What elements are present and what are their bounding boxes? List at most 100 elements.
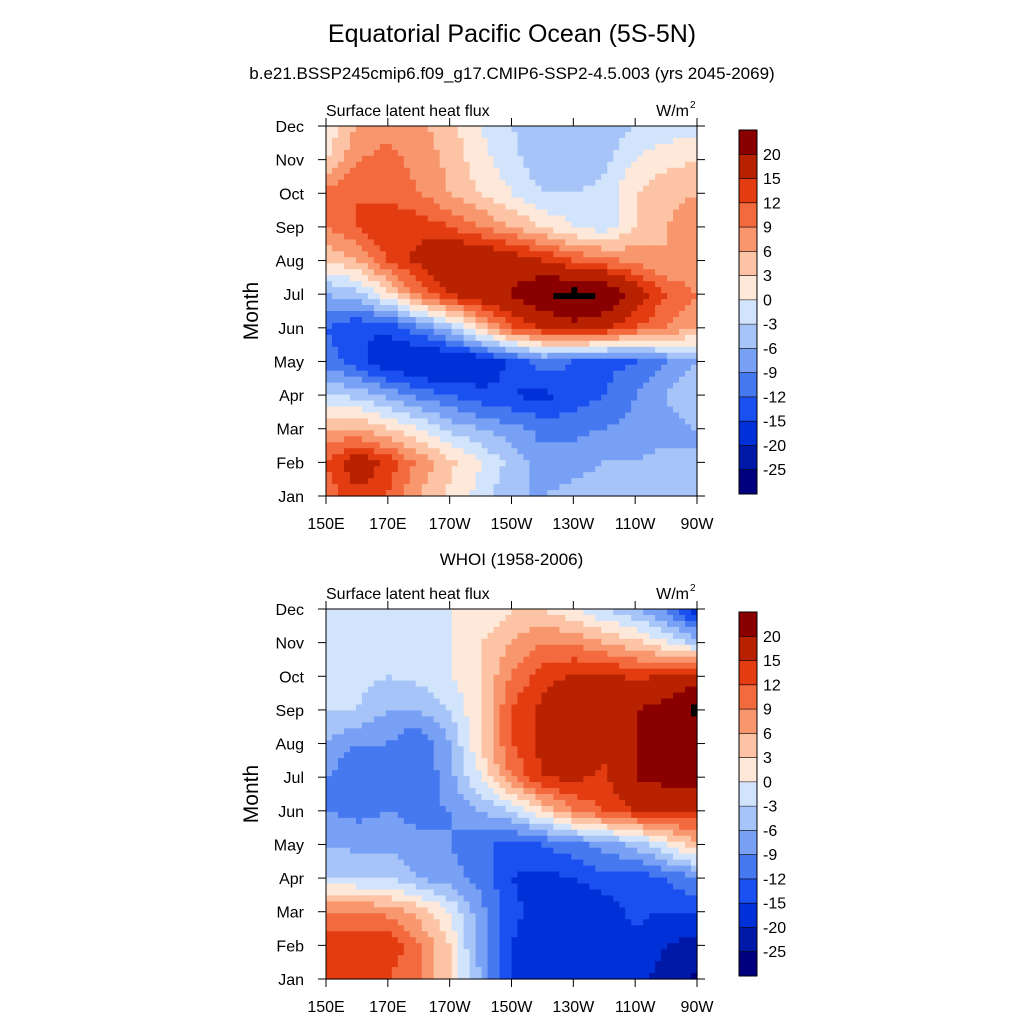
heatmap-cell	[427, 221, 435, 229]
heatmap-cell	[385, 155, 393, 163]
heatmap-cell	[517, 257, 525, 264]
heatmap-cell	[667, 328, 674, 336]
heatmap-cell	[679, 442, 686, 449]
heatmap-cell	[457, 614, 465, 622]
heatmap-cell	[367, 418, 375, 425]
heatmap-cell	[649, 299, 656, 306]
heatmap-cell	[607, 352, 614, 360]
heatmap-cell	[469, 406, 477, 414]
heatmap-cell	[625, 430, 632, 437]
heatmap-cell	[691, 233, 698, 240]
heatmap-cell	[637, 203, 644, 211]
heatmap-cell	[547, 484, 554, 491]
heatmap-cell	[415, 424, 423, 431]
heatmap-cell	[607, 442, 614, 449]
heatmap-cell	[379, 490, 387, 497]
heatmap-cell	[583, 191, 590, 199]
heatmap-cell	[415, 454, 423, 461]
heatmap-cell	[445, 382, 453, 390]
heatmap-cell	[631, 305, 638, 312]
heatmap-cell	[379, 149, 387, 157]
heatmap-cell	[541, 287, 548, 294]
heatmap-cell	[511, 275, 519, 282]
heatmap-cell	[553, 316, 560, 324]
heatmap-cell	[355, 352, 363, 360]
heatmap-cell	[679, 305, 686, 312]
heatmap-cell	[559, 364, 566, 372]
heatmap-cell	[673, 484, 680, 491]
heatmap-cell	[691, 400, 698, 408]
heatmap-cell	[517, 155, 525, 163]
heatmap-cell	[439, 454, 447, 461]
heatmap-cell	[343, 293, 351, 300]
heatmap-cell	[691, 203, 698, 211]
heatmap-cell	[685, 418, 692, 425]
heatmap-cell	[655, 287, 662, 294]
heatmap-cell	[679, 263, 686, 270]
heatmap-cell	[673, 340, 680, 348]
heatmap-cell	[625, 209, 632, 217]
heatmap-cell	[511, 143, 519, 151]
heatmap-cell	[499, 311, 507, 318]
heatmap-cell	[349, 370, 357, 378]
heatmap-cell	[373, 692, 381, 700]
heatmap-cell	[547, 430, 554, 437]
heatmap-cell	[451, 352, 459, 360]
heatmap-cell	[553, 692, 560, 700]
heatmap-cell	[643, 620, 650, 628]
heatmap-cell	[427, 358, 435, 366]
heatmap-cell	[643, 131, 650, 139]
heatmap-cell	[655, 191, 662, 199]
heatmap-cell	[379, 299, 387, 306]
heatmap-cell	[661, 620, 668, 628]
heatmap-cell	[427, 179, 435, 187]
heatmap-cell	[523, 620, 531, 628]
heatmap-cell	[343, 239, 351, 246]
heatmap-cell	[559, 305, 566, 312]
heatmap-cell	[463, 704, 471, 712]
heatmap-cell	[691, 394, 698, 402]
heatmap-cell	[667, 620, 674, 628]
heatmap-cell	[577, 626, 584, 634]
heatmap-cell	[535, 674, 543, 682]
heatmap-cell	[421, 269, 429, 276]
heatmap-cell	[409, 287, 417, 294]
heatmap-cell	[326, 400, 333, 408]
heatmap-cell	[529, 656, 537, 664]
heatmap-cell	[355, 454, 363, 461]
heatmap-cell	[487, 674, 495, 682]
heatmap-cell	[463, 400, 471, 408]
heatmap-cell	[421, 155, 429, 163]
heatmap-cell	[349, 430, 357, 437]
heatmap-cell	[415, 305, 423, 312]
heatmap-cell	[331, 662, 339, 670]
heatmap-cell	[421, 460, 429, 467]
heatmap-cell	[445, 322, 453, 330]
heatmap-cell	[541, 328, 548, 336]
heatmap-cell	[433, 424, 441, 431]
heatmap-cell	[343, 233, 351, 240]
heatmap-cell	[667, 644, 674, 652]
heatmap-cell	[679, 173, 686, 181]
heatmap-cell	[355, 394, 363, 402]
heatmap-cell	[373, 382, 381, 390]
heatmap-cell	[541, 352, 548, 360]
heatmap-cell	[326, 263, 333, 270]
heatmap-cell	[337, 346, 345, 354]
heatmap-cell	[637, 263, 644, 270]
heatmap-cell	[661, 245, 668, 252]
heatmap-cell	[337, 412, 345, 420]
heatmap-cell	[415, 143, 423, 151]
heatmap-cell	[685, 209, 692, 217]
heatmap-cell	[643, 316, 650, 324]
heatmap-cell	[613, 173, 620, 181]
heatmap-cell	[445, 161, 453, 169]
heatmap-cell	[547, 656, 554, 664]
heatmap-cell	[415, 472, 423, 479]
heatmap-cell	[469, 328, 477, 336]
heatmap-cell	[397, 394, 405, 402]
heatmap-cell	[661, 490, 668, 497]
heatmap-cell	[481, 275, 489, 282]
heatmap-cell	[685, 448, 692, 455]
heatmap-cell	[445, 209, 453, 217]
